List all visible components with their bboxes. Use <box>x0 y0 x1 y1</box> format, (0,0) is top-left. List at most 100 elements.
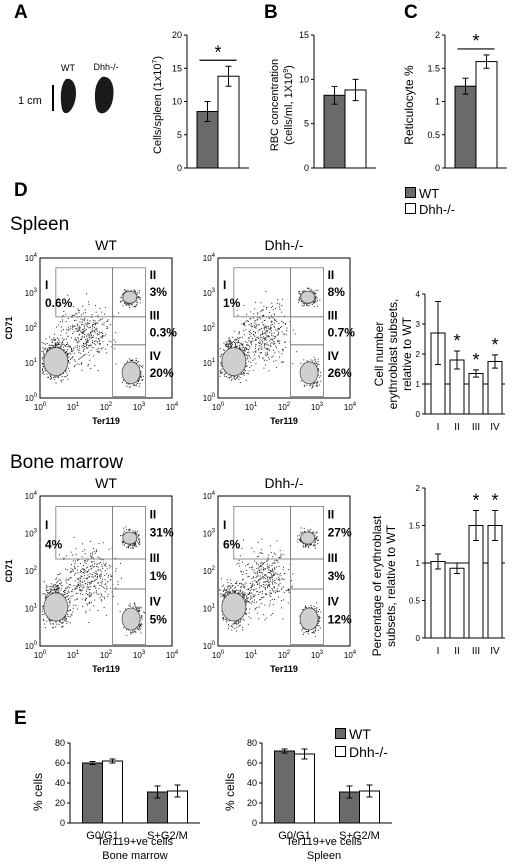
gate-iv <box>112 588 146 645</box>
flow-density-contour <box>221 592 247 622</box>
flow-x-tick: 104 <box>344 650 357 660</box>
flow-y-tick: 103 <box>25 529 38 539</box>
gate-iv <box>290 344 324 398</box>
gate-percent: 8% <box>328 285 346 299</box>
x-tick-label: G0/G1 <box>86 830 118 842</box>
flow-y-tick: 104 <box>203 253 216 263</box>
significance-marker: * <box>472 491 479 511</box>
gate-percent: 4% <box>45 538 63 552</box>
section-title-spleen: Spleen <box>10 214 70 235</box>
y-tick-label: 20 <box>55 798 65 808</box>
y-tick-label: 2 <box>416 350 421 359</box>
legend-e-swatch-wt <box>335 728 346 739</box>
flow-x-tick: 100 <box>34 402 47 412</box>
gate-label: III <box>150 551 160 565</box>
gate-percent: 5% <box>150 613 168 627</box>
legend-top-wt: WT <box>405 186 455 202</box>
flow-title: Dhh-/- <box>265 475 304 491</box>
chart-a-ylabel: Cells/spleen (1x107) <box>152 56 164 154</box>
gate-label: IV <box>150 595 161 609</box>
y-tick-label: 1.5 <box>409 522 421 531</box>
significance-marker: * <box>472 31 479 51</box>
flow-y-tick: 100 <box>25 393 38 403</box>
flow-y-tick: 103 <box>203 288 216 298</box>
bar <box>82 762 103 824</box>
flow-title: WT <box>95 475 117 491</box>
flow-y-tick: 101 <box>25 604 38 614</box>
y-tick-label: 5 <box>177 130 182 140</box>
chart-b-ylabel-line2: (cells/ml, 1X109) <box>283 65 295 145</box>
chart-d-spleen-ylabel-line1: Cell number <box>372 322 386 387</box>
gate-percent: 20% <box>150 366 174 380</box>
y-tick-label: 2 <box>416 484 421 493</box>
gate-percent: 12% <box>328 613 352 627</box>
legend-top-dhh: Dhh-/- <box>405 202 455 218</box>
bar <box>274 750 295 824</box>
y-tick-label: 1 <box>416 559 421 568</box>
flow-xlabel: Ter119 <box>270 416 298 426</box>
gate-label: II <box>328 508 335 522</box>
flow-density-contour <box>300 290 316 304</box>
gate-percent: 3% <box>328 569 346 583</box>
flow-x-tick: 103 <box>133 402 146 412</box>
x-tick-label: II <box>454 422 460 433</box>
flow-x-tick: 102 <box>278 650 291 660</box>
chart-d-spleen-ylabel-line3: relative to WT <box>400 316 414 391</box>
flow-x-tick: 103 <box>133 650 146 660</box>
significance-marker: * <box>491 491 498 511</box>
flow-y-tick: 103 <box>203 529 216 539</box>
chart-e-bm: % cells 0 20 40 60 80 G0/G1 S+G2/M Ter119+ve c… <box>31 738 200 862</box>
panel-letter-e: E <box>14 708 27 729</box>
flow-y-tick: 101 <box>203 604 216 614</box>
legend-e: WT Dhh-/- <box>335 725 388 761</box>
flow-density-contour <box>121 607 141 631</box>
flow-x-tick: 101 <box>245 650 258 660</box>
flow-x-tick: 101 <box>67 650 80 660</box>
flow-x-tick: 101 <box>67 402 80 412</box>
y-tick-label: 2 <box>435 30 440 40</box>
chart-e-spleen-caption-1: Ter119+ve cells <box>286 836 362 848</box>
y-tick-label: 20 <box>247 798 257 808</box>
chart-e-bm-ylabel: % cells <box>31 773 45 811</box>
photo-label-wt: WT <box>61 63 75 73</box>
significance-marker: * <box>472 350 479 370</box>
y-tick-label: 10 <box>299 74 309 84</box>
flow-xlabel: Ter119 <box>92 664 120 674</box>
flow-y-tick: 101 <box>25 358 38 368</box>
chart-c: Reticulocyte % 0 0.5 1 1.5 2 * <box>402 30 507 173</box>
chart-b-ylabel-line1: RBC concentration <box>269 59 281 151</box>
y-tick-label: 0 <box>177 163 182 173</box>
flow-x-tick: 100 <box>34 650 47 660</box>
spleen-dhh-icon <box>94 76 114 114</box>
y-tick-label: 0.5 <box>409 597 421 606</box>
flow-x-tick: 103 <box>311 402 324 412</box>
flow-frame <box>39 495 173 647</box>
chart-e-spleen-caption-2: Spleen <box>307 850 341 862</box>
chart-d-bm: Percentage of erythroblast subsets, rela… <box>370 484 505 657</box>
y-tick-label: 3 <box>416 320 421 329</box>
y-tick-label: 0 <box>60 818 65 828</box>
significance-marker: * <box>214 42 221 62</box>
legend-top: WT Dhh-/- <box>405 186 455 218</box>
gate-label: IV <box>150 349 161 363</box>
y-tick-label: 0 <box>416 410 421 419</box>
chart-e-bm-caption-2: Bone marrow <box>102 850 167 862</box>
flow-xlabel: Ter119 <box>92 416 120 426</box>
flow-density-contour <box>300 531 316 545</box>
chart-d-spleen: Cell number erythroblast subsets, relati… <box>372 290 505 433</box>
x-tick-label: I <box>437 422 440 433</box>
gate-label: II <box>150 508 157 522</box>
legend-e-dhh: Dhh-/- <box>335 743 388 761</box>
flow-y-tick: 102 <box>25 323 38 333</box>
flow-y-tick: 104 <box>25 253 38 263</box>
gate-percent: 0.3% <box>150 325 178 339</box>
gate-iv <box>290 588 324 645</box>
gate-label: III <box>328 551 338 565</box>
flow-xlabel: Ter119 <box>270 664 298 674</box>
y-tick-label: 40 <box>55 778 65 788</box>
flow-x-tick: 102 <box>100 650 113 660</box>
flow-y-tick: 104 <box>25 491 38 501</box>
